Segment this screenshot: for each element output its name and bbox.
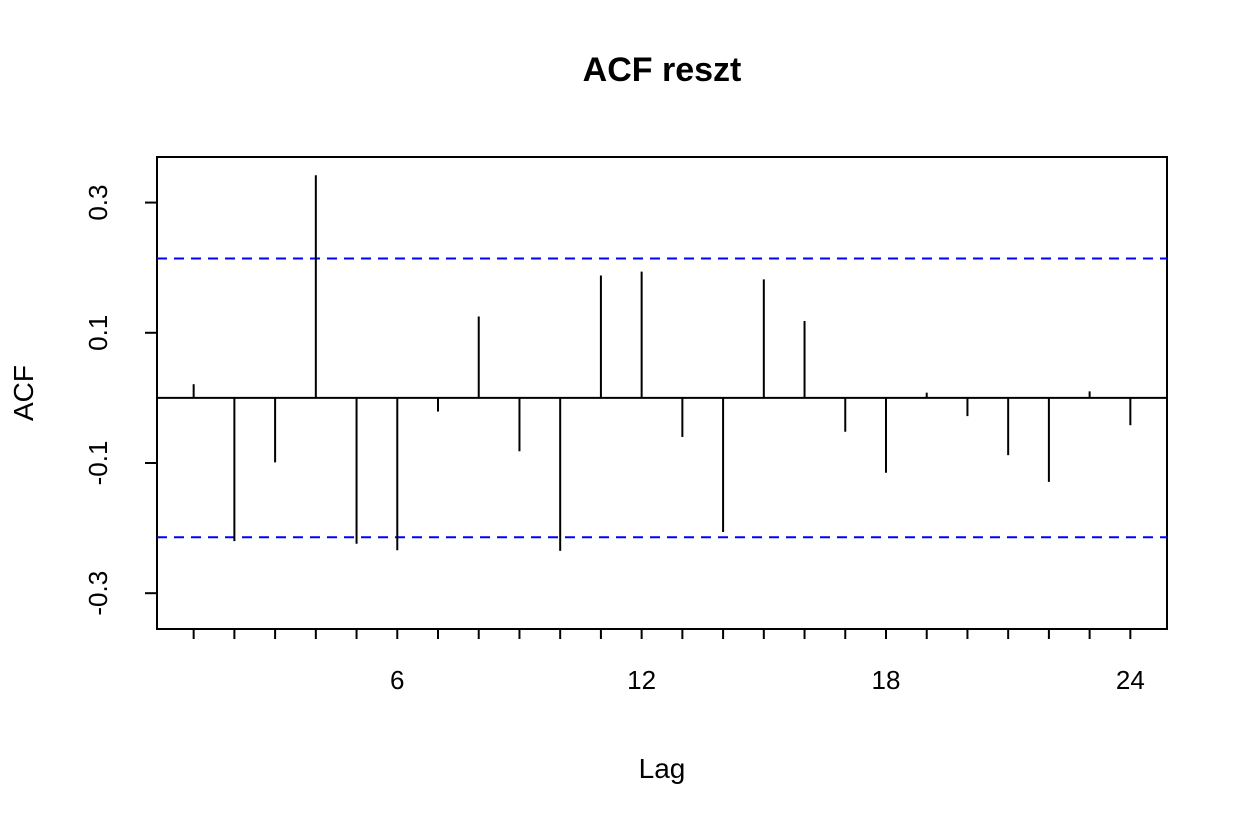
plot-frame: [156, 156, 1168, 630]
x-axis-label: Lag: [639, 753, 686, 784]
x-tick-label: 24: [1116, 665, 1145, 695]
y-tick-label: 0.3: [83, 184, 113, 220]
x-tick-label: 6: [390, 665, 404, 695]
chart-title: ACF reszt: [583, 51, 742, 89]
axis-layer: 6 12 18 24 -0.3 -0.1 0.1 0.3: [83, 184, 1145, 695]
x-tick-label: 12: [627, 665, 656, 695]
x-tick-label: 18: [872, 665, 901, 695]
y-tick-label: 0.1: [83, 315, 113, 351]
plot-layer: [157, 175, 1167, 551]
y-tick-label: -0.1: [83, 441, 113, 486]
y-axis-label: ACF: [8, 365, 39, 421]
y-tick-label: -0.3: [83, 571, 113, 616]
